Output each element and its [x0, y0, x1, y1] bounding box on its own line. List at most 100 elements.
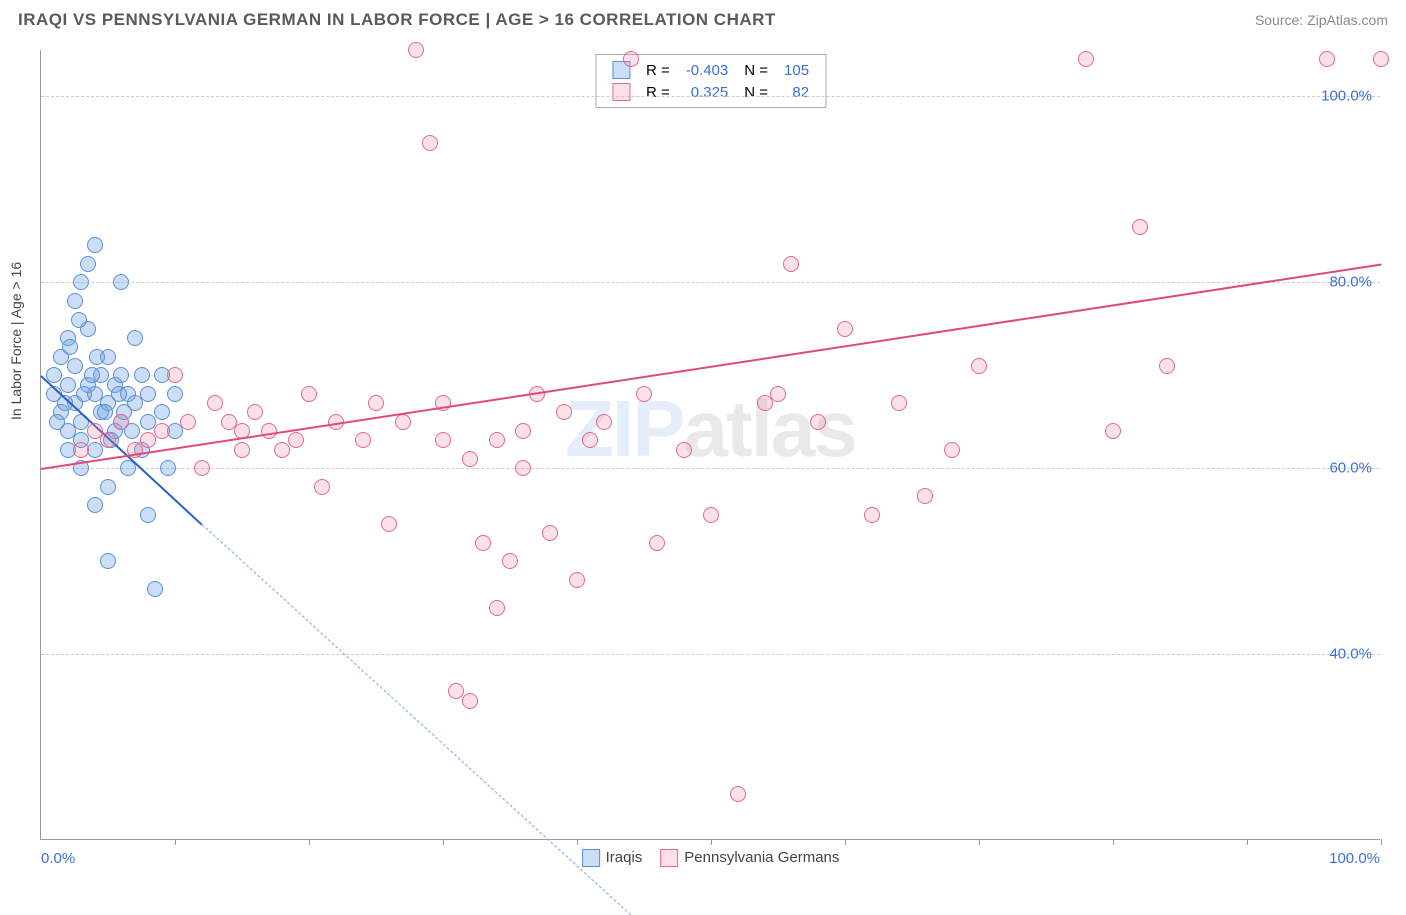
data-point — [113, 274, 129, 290]
data-point — [1373, 51, 1389, 67]
y-axis-label: In Labor Force | Age > 16 — [8, 262, 24, 420]
data-point — [154, 423, 170, 439]
data-point — [111, 386, 127, 402]
data-point — [676, 442, 692, 458]
data-point — [100, 479, 116, 495]
data-point — [73, 274, 89, 290]
y-tick-label: 60.0% — [1329, 460, 1372, 477]
data-point — [1132, 219, 1148, 235]
data-point — [475, 535, 491, 551]
data-point — [395, 414, 411, 430]
data-point — [100, 553, 116, 569]
data-point — [556, 404, 572, 420]
data-point — [80, 256, 96, 272]
y-tick-label: 40.0% — [1329, 646, 1372, 663]
data-point — [891, 395, 907, 411]
data-point — [113, 367, 129, 383]
r-value-0: -0.403 — [678, 59, 737, 81]
data-point — [422, 135, 438, 151]
data-point — [462, 451, 478, 467]
r-label-0: R = — [638, 59, 678, 81]
grid-line — [41, 282, 1380, 283]
data-point — [703, 507, 719, 523]
legend-swatch-pagermans — [660, 849, 678, 867]
legend-row-pagermans: R = 0.325 N = 82 — [604, 81, 817, 103]
scatter-plot: ZIPatlas R = -0.403 N = 105 R = 0.325 N … — [40, 50, 1380, 840]
data-point — [127, 330, 143, 346]
x-tick — [845, 839, 846, 845]
x-tick — [577, 839, 578, 845]
data-point — [636, 386, 652, 402]
data-point — [810, 414, 826, 430]
data-point — [67, 358, 83, 374]
data-point — [180, 414, 196, 430]
data-point — [381, 516, 397, 532]
data-point — [301, 386, 317, 402]
data-point — [73, 442, 89, 458]
watermark: ZIPatlas — [565, 383, 856, 475]
data-point — [49, 414, 65, 430]
legend-label-iraqis: Iraqis — [606, 849, 643, 866]
data-point — [783, 256, 799, 272]
data-point — [515, 460, 531, 476]
legend-label-pagermans: Pennsylvania Germans — [684, 849, 839, 866]
data-point — [234, 442, 250, 458]
data-point — [542, 525, 558, 541]
data-point — [62, 339, 78, 355]
r-label-1: R = — [638, 81, 678, 103]
data-point — [87, 497, 103, 513]
data-point — [147, 581, 163, 597]
grid-line — [41, 96, 1380, 97]
data-point — [1319, 51, 1335, 67]
data-point — [489, 600, 505, 616]
data-point — [1105, 423, 1121, 439]
data-point — [140, 386, 156, 402]
data-point — [971, 358, 987, 374]
n-label-0: N = — [736, 59, 776, 81]
n-value-1: 82 — [776, 81, 817, 103]
data-point — [84, 367, 100, 383]
data-point — [154, 404, 170, 420]
x-tick — [309, 839, 310, 845]
data-point — [864, 507, 880, 523]
x-tick — [979, 839, 980, 845]
data-point — [71, 312, 87, 328]
data-point — [67, 293, 83, 309]
data-point — [515, 423, 531, 439]
data-point — [87, 237, 103, 253]
source-label: Source: ZipAtlas.com — [1255, 12, 1388, 28]
x-tick — [1247, 839, 1248, 845]
chart-title: IRAQI VS PENNSYLVANIA GERMAN IN LABOR FO… — [18, 10, 776, 30]
data-point — [76, 386, 92, 402]
x-axis-max-label: 100.0% — [1329, 850, 1380, 867]
data-point — [569, 572, 585, 588]
data-point — [649, 535, 665, 551]
data-point — [314, 479, 330, 495]
data-point — [167, 367, 183, 383]
data-point — [502, 553, 518, 569]
data-point — [730, 786, 746, 802]
trend-line — [201, 524, 630, 915]
data-point — [623, 51, 639, 67]
data-point — [194, 460, 210, 476]
grid-line — [41, 468, 1380, 469]
data-point — [247, 404, 263, 420]
x-tick — [1381, 839, 1382, 845]
data-point — [582, 432, 598, 448]
r-value-1: 0.325 — [678, 81, 737, 103]
grid-line — [41, 654, 1380, 655]
data-point — [837, 321, 853, 337]
x-tick — [175, 839, 176, 845]
data-point — [113, 414, 129, 430]
trend-line — [41, 264, 1381, 470]
data-point — [368, 395, 384, 411]
legend-item-pagermans: Pennsylvania Germans — [660, 849, 839, 867]
watermark-zip: ZIP — [565, 384, 683, 473]
data-point — [1159, 358, 1175, 374]
data-point — [261, 423, 277, 439]
data-point — [207, 395, 223, 411]
data-point — [288, 432, 304, 448]
x-tick — [1113, 839, 1114, 845]
x-tick — [443, 839, 444, 845]
n-value-0: 105 — [776, 59, 817, 81]
